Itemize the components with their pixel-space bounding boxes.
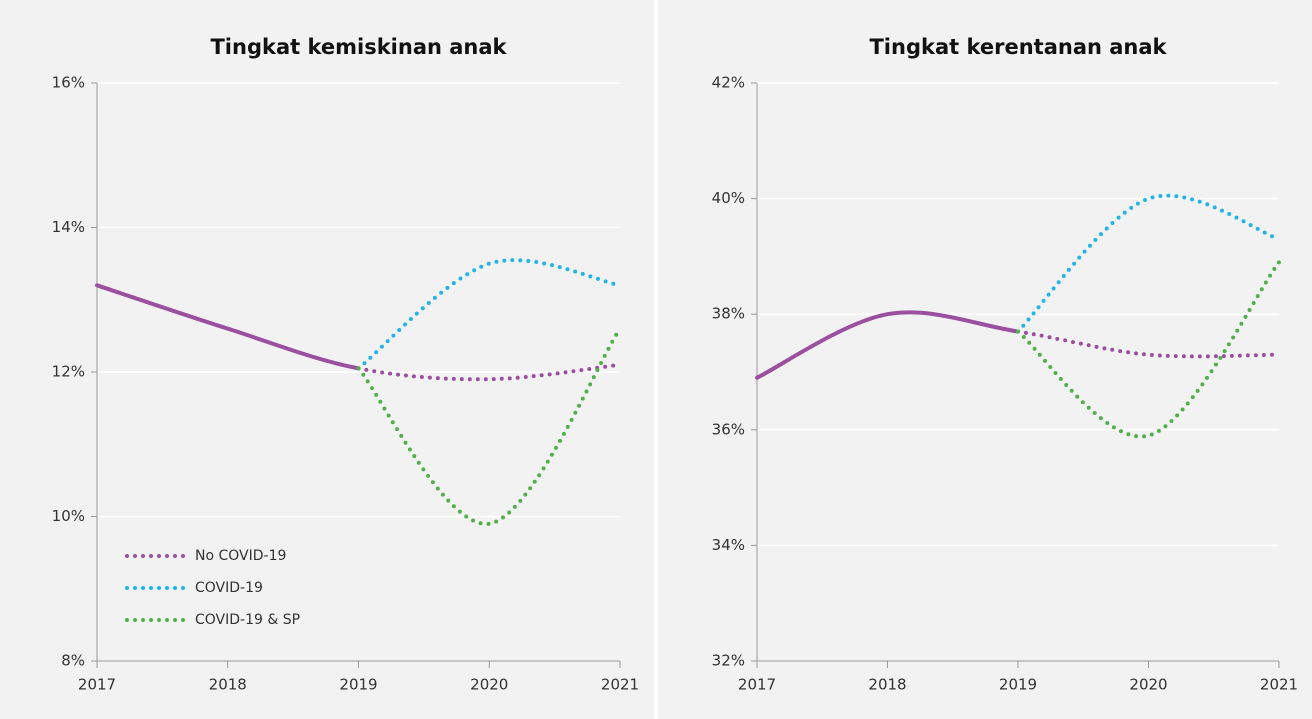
- y-tick-label: 10%: [52, 507, 85, 525]
- y-tick-label: 12%: [52, 363, 85, 381]
- x-tick-label: 2019: [339, 676, 377, 694]
- x-tick-label: 2017: [738, 676, 776, 694]
- x-tick-label: 2021: [1260, 676, 1298, 694]
- legend-label: COVID-19 & SP: [195, 612, 300, 628]
- y-tick-label: 14%: [52, 218, 85, 236]
- series-line: [755, 310, 1020, 380]
- series-line: [95, 283, 361, 371]
- y-tick-label: 42%: [712, 74, 745, 92]
- y-tick-label: 16%: [52, 74, 85, 92]
- x-tick-label: 2017: [78, 676, 116, 694]
- y-tick-label: 40%: [712, 189, 745, 207]
- legend-label: No COVID-19: [195, 548, 286, 564]
- projection-line: [1016, 193, 1281, 334]
- projection-line: [1016, 329, 1281, 359]
- chart-title: Tingkat kemiskinan anak: [210, 35, 507, 59]
- y-tick-label: 32%: [712, 652, 745, 670]
- projection-line: [356, 362, 622, 382]
- x-tick-label: 2020: [470, 676, 508, 694]
- y-tick-label: 38%: [712, 305, 745, 323]
- projection-line: [356, 258, 622, 371]
- y-tick-label: 36%: [712, 420, 745, 438]
- projection-line: [356, 326, 622, 526]
- x-tick-label: 2018: [868, 676, 906, 694]
- x-tick-label: 2021: [601, 676, 639, 694]
- x-tick-label: 2020: [1129, 676, 1167, 694]
- y-tick-label: 34%: [712, 536, 745, 554]
- legend-label: COVID-19: [195, 580, 263, 596]
- divider: [654, 0, 658, 719]
- y-tick-label: 8%: [61, 652, 85, 670]
- chart-title: Tingkat kerentanan anak: [869, 35, 1167, 59]
- projection-line: [1016, 260, 1281, 439]
- x-tick-label: 2018: [209, 676, 247, 694]
- x-tick-label: 2019: [999, 676, 1037, 694]
